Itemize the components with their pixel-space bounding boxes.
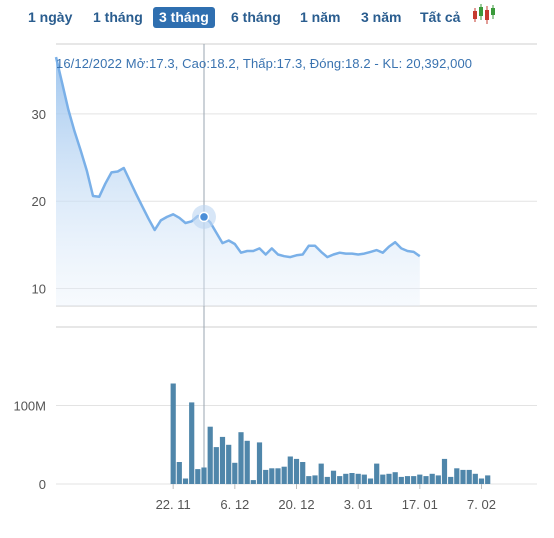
volume-bar-27	[337, 476, 343, 484]
volume-bar-28	[343, 473, 349, 484]
volume-bar-43	[435, 475, 441, 484]
volume-bar-12	[244, 440, 250, 484]
volume-bar-30	[355, 473, 361, 484]
volume-bar-45	[448, 476, 454, 484]
volume-bar-4	[195, 469, 201, 484]
volume-bar-33	[374, 463, 380, 484]
price-area-fill	[56, 57, 420, 306]
price-axis-tick-label: 30	[32, 107, 46, 122]
candlestick-icon[interactable]	[471, 2, 499, 28]
range-selector: 1 ngày 1 tháng 3 tháng 6 tháng 1 năm 3 năm Tất…	[0, 0, 554, 34]
price-series-line	[54, 56, 421, 259]
volume-bar-0	[170, 383, 176, 484]
volume-bar-29	[349, 473, 355, 484]
volume-bar-46	[454, 468, 460, 484]
volume-bar-23	[312, 475, 318, 484]
volume-bar-13	[250, 480, 256, 484]
volume-bar-26	[330, 470, 337, 484]
volume-bar-1	[176, 462, 182, 484]
volume-bar-41	[423, 476, 429, 484]
volume-bar-44	[441, 458, 448, 484]
volume-bar-18	[281, 466, 287, 484]
volume-bar-38	[404, 476, 411, 484]
ohlc-info-line: 16/12/2022 Mở:17.3, Cao:18.2, Thấp:17.3,…	[56, 56, 473, 71]
volume-bar-20	[293, 458, 300, 484]
volume-bar-6	[207, 426, 213, 484]
volume-bar-10	[232, 462, 238, 484]
volume-bar-2	[182, 478, 189, 484]
volume-bar-21	[300, 462, 306, 484]
volume-bar-31	[361, 474, 367, 484]
range-tab-5[interactable]: 3 năm	[361, 9, 402, 25]
volume-bar-9	[226, 444, 232, 485]
volume-bar-40	[417, 474, 423, 484]
price-axis-tick-label: 20	[32, 194, 46, 209]
x-axis-tick-label: 3. 01	[344, 497, 373, 512]
x-axis-tick-label: 22. 11	[156, 497, 191, 512]
volume-bar-39	[411, 476, 417, 484]
volume-bar-25	[324, 476, 330, 484]
volume-bar-7	[213, 447, 219, 484]
volume-bar-8	[219, 436, 226, 484]
range-tab-4[interactable]: 1 năm	[300, 9, 341, 25]
volume-bar-35	[386, 473, 392, 484]
volume-bar-16	[269, 468, 275, 484]
volume-bar-19	[287, 456, 293, 484]
volume-bar-34	[380, 474, 386, 484]
x-axis-tick-label: 20. 12	[278, 497, 314, 512]
volume-bar-37	[398, 476, 404, 484]
range-tab-6[interactable]: Tất cả	[420, 9, 461, 25]
price-axis-tick-label: 10	[32, 282, 46, 297]
range-tab-0[interactable]: 1 ngày	[28, 9, 73, 25]
volume-bar-24	[318, 463, 324, 484]
volume-bar-42	[429, 473, 435, 484]
range-tab-1[interactable]: 1 tháng	[93, 9, 143, 25]
volume-axis-tick-label: 100M	[13, 399, 46, 414]
volume-bar-47	[460, 469, 466, 484]
volume-bar-15	[263, 469, 269, 484]
volume-bar-3	[189, 402, 195, 484]
range-tab-3[interactable]: 6 tháng	[231, 9, 281, 25]
volume-bar-51	[485, 475, 491, 484]
volume-bar-17	[275, 468, 281, 484]
volume-bar-50	[478, 478, 485, 484]
x-axis-tick-label: 7. 02	[467, 497, 496, 512]
volume-bar-5	[201, 467, 207, 484]
volume-bar-11	[238, 432, 244, 484]
volume-axis-tick-label: 0	[39, 477, 46, 492]
volume-bar-22	[306, 476, 312, 484]
highlight-point	[198, 211, 210, 223]
x-axis-tick-label: 6. 12	[220, 497, 249, 512]
range-tab-2[interactable]: 3 tháng	[153, 7, 215, 28]
volume-bar-49	[472, 473, 478, 484]
volume-bar-48	[466, 469, 472, 484]
volume-bar-14	[256, 442, 263, 484]
volume-bar-36	[392, 472, 398, 484]
x-axis-tick-label: 17. 01	[402, 497, 438, 512]
volume-bar-32	[367, 478, 374, 484]
